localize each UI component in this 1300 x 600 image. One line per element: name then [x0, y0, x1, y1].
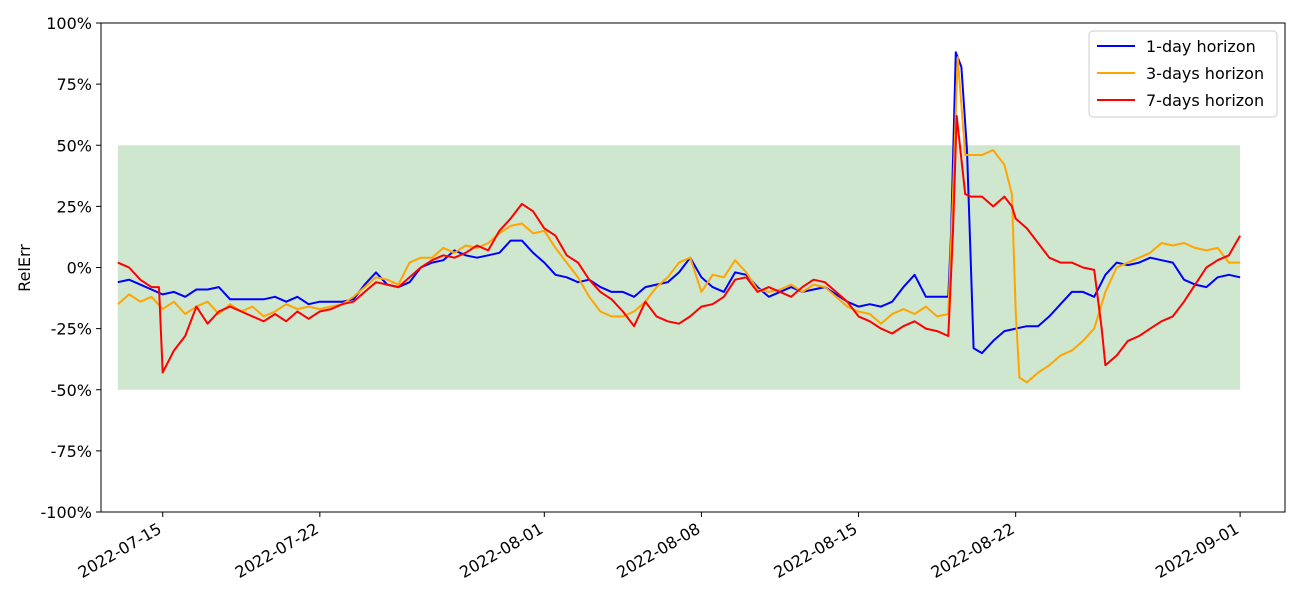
legend-box	[1088, 30, 1278, 118]
y-tick-label: 100%	[46, 14, 92, 33]
x-axis: 2022-07-15 2022-07-22 2022-08-01 2022-08-08…	[75, 512, 1242, 582]
y-axis-label: RelErr	[15, 244, 34, 292]
legend-label-2: 3-days horizon	[1146, 64, 1264, 83]
y-tick-label: 75%	[56, 75, 92, 94]
x-tick-label: 2022-08-15	[771, 519, 861, 582]
y-tick-label: 0%	[67, 259, 92, 278]
y-tick-label: -50%	[51, 381, 92, 400]
x-tick-label: 2022-09-01	[1152, 519, 1242, 582]
tolerance-band	[117, 145, 1241, 390]
y-tick-label: 25%	[56, 197, 92, 216]
y-tick-label: -25%	[51, 320, 92, 339]
legend-label-1: 1-day horizon	[1146, 37, 1256, 56]
x-tick-label: 2022-08-22	[928, 519, 1018, 582]
series-line-1	[117, 51, 1241, 355]
x-tick-label: 2022-07-22	[232, 519, 322, 582]
x-tick-label: 2022-07-15	[75, 519, 165, 582]
legend-label-3: 7-days horizon	[1146, 91, 1264, 110]
x-tick-label: 2022-08-08	[613, 519, 703, 582]
series-line-3	[117, 114, 1241, 374]
series-layer	[117, 51, 1241, 384]
y-tick-label: 50%	[56, 136, 92, 155]
y-tick-label: -100%	[40, 503, 92, 522]
y-tick-label: -75%	[51, 442, 92, 461]
x-tick-label: 2022-08-01	[456, 519, 546, 582]
tolerance-band-layer	[117, 145, 1241, 390]
series-line-2	[117, 56, 1241, 384]
y-axis: -100% -75% -50% -25% 0% 25% 50% 75% 100%	[40, 14, 101, 522]
legend: 1-day horizon 3-days horizon 7-days horizo…	[1088, 30, 1278, 118]
